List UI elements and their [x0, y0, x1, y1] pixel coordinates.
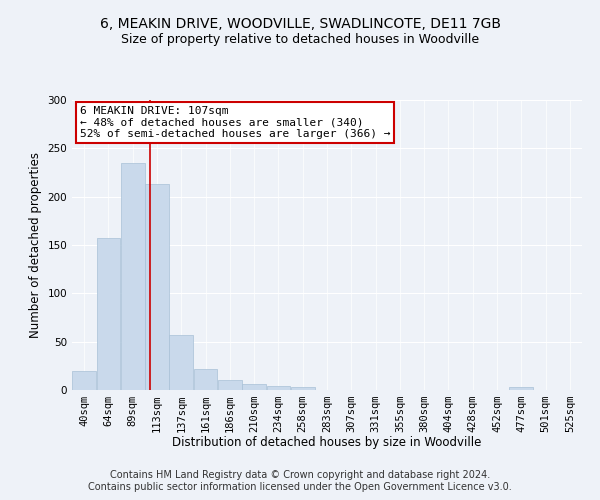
Bar — [266, 386, 290, 390]
Text: Contains public sector information licensed under the Open Government Licence v3: Contains public sector information licen… — [88, 482, 512, 492]
Text: 6, MEAKIN DRIVE, WOODVILLE, SWADLINCOTE, DE11 7GB: 6, MEAKIN DRIVE, WOODVILLE, SWADLINCOTE,… — [100, 18, 500, 32]
Text: Distribution of detached houses by size in Woodville: Distribution of detached houses by size … — [172, 436, 482, 449]
Text: Size of property relative to detached houses in Woodville: Size of property relative to detached ho… — [121, 32, 479, 46]
Bar — [242, 384, 266, 390]
Bar — [194, 368, 217, 390]
Bar — [509, 387, 533, 390]
Bar — [72, 370, 96, 390]
Bar — [169, 335, 193, 390]
Bar — [97, 238, 121, 390]
Text: Contains HM Land Registry data © Crown copyright and database right 2024.: Contains HM Land Registry data © Crown c… — [110, 470, 490, 480]
Bar — [121, 163, 145, 390]
Y-axis label: Number of detached properties: Number of detached properties — [29, 152, 42, 338]
Text: 6 MEAKIN DRIVE: 107sqm
← 48% of detached houses are smaller (340)
52% of semi-de: 6 MEAKIN DRIVE: 107sqm ← 48% of detached… — [80, 106, 390, 139]
Bar — [145, 184, 169, 390]
Bar — [291, 387, 314, 390]
Bar — [218, 380, 242, 390]
